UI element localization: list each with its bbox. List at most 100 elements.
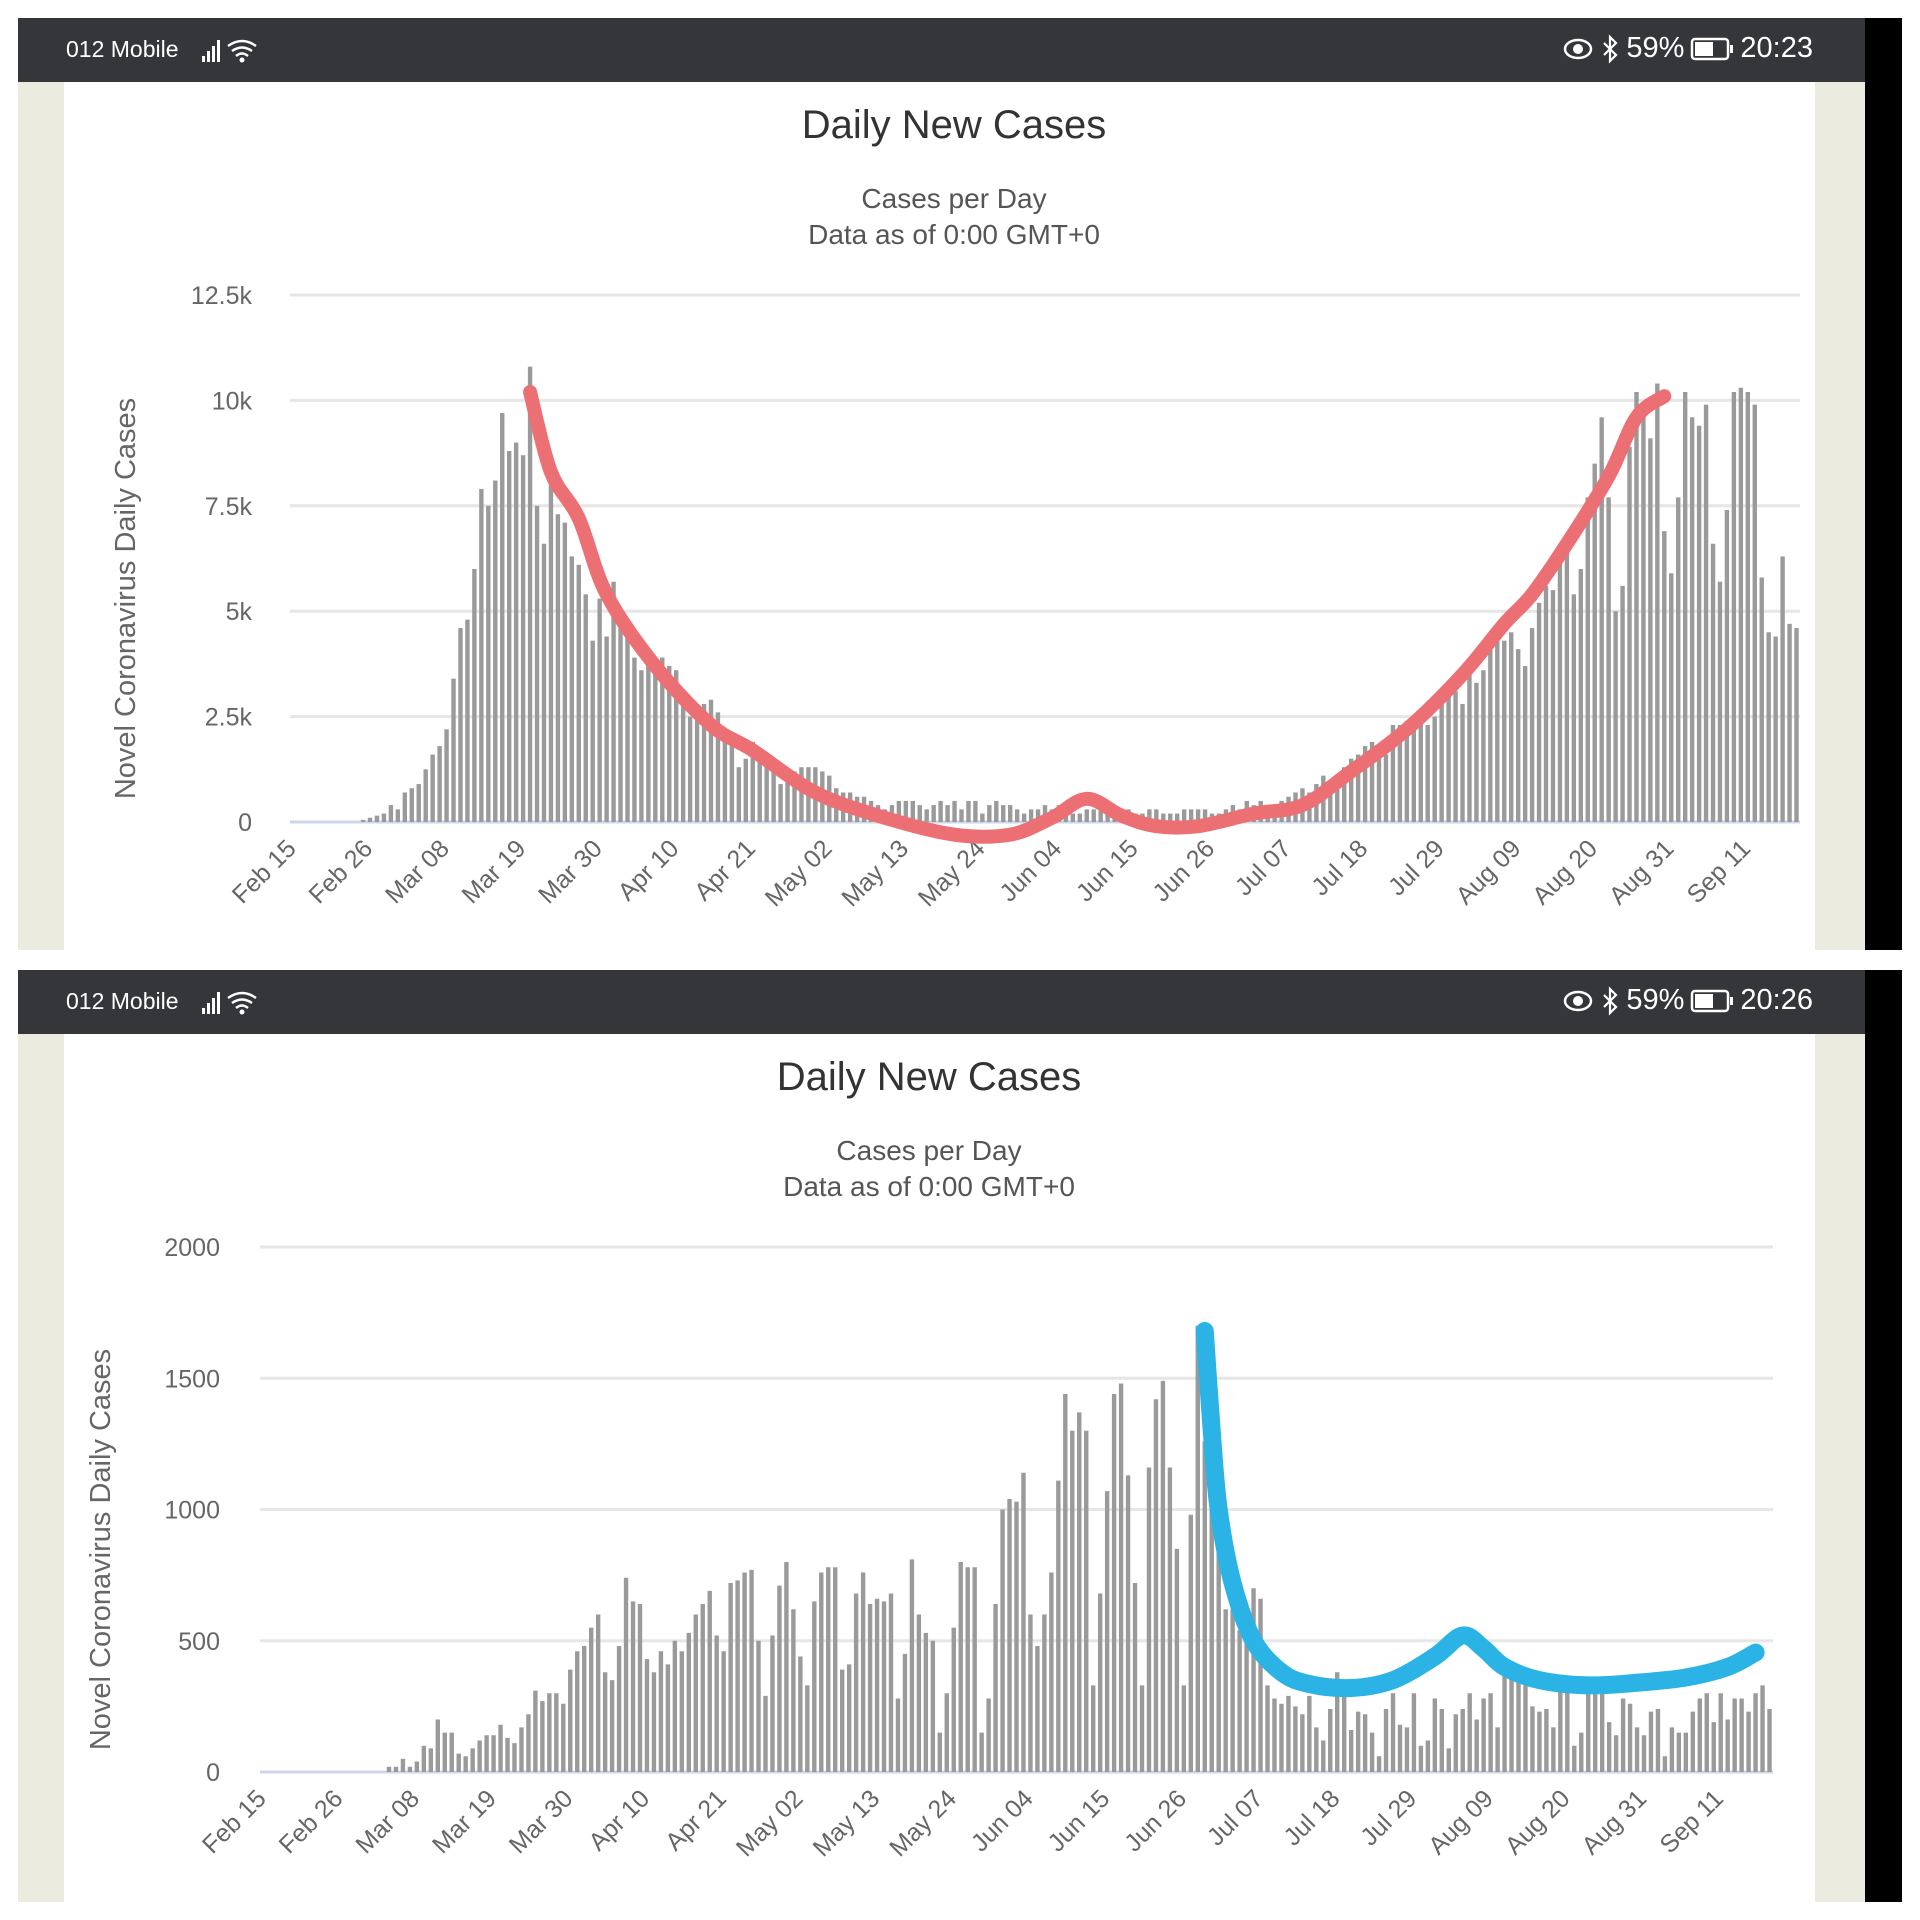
bar	[1474, 1719, 1479, 1772]
y-axis-title: Novel Coronavirus Daily Cases	[85, 1349, 117, 1750]
bar	[1147, 809, 1152, 822]
bar	[1160, 1380, 1166, 1772]
bar	[414, 1761, 420, 1772]
y-tick-label: 0	[206, 1759, 220, 1787]
bar	[1091, 809, 1096, 822]
bar	[805, 1685, 810, 1772]
bar	[1696, 425, 1702, 822]
y-tick-label: 2.5k	[205, 704, 253, 732]
bar	[874, 1598, 880, 1772]
bar	[994, 800, 999, 822]
bar	[1342, 1695, 1347, 1772]
x-tick-label: Sep 11	[1654, 1784, 1729, 1859]
bar	[910, 800, 915, 822]
x-tick-label: Feb 26	[274, 1784, 349, 1859]
bar	[1153, 1399, 1159, 1772]
bar	[1676, 1732, 1682, 1772]
bar	[1460, 703, 1465, 822]
x-tick-label: Mar 19	[457, 834, 532, 909]
bar	[736, 767, 742, 822]
bar	[1362, 746, 1368, 822]
bar	[1063, 1394, 1068, 1772]
x-tick-label: Jul 29	[1355, 1784, 1422, 1851]
chart-1: Daily New Cases Cases per Day Data as of 0…	[110, 103, 1800, 912]
bar	[1495, 636, 1500, 822]
bar	[965, 1567, 970, 1772]
bar	[895, 1698, 901, 1772]
bar	[442, 1732, 447, 1772]
bar	[1001, 805, 1006, 822]
bar	[630, 1601, 636, 1772]
bar	[799, 767, 804, 822]
carrier-name: 012 Mobile	[66, 988, 179, 1014]
bar	[1425, 1740, 1431, 1772]
bar	[1689, 417, 1695, 822]
bar	[826, 1567, 831, 1772]
bar	[1077, 1412, 1082, 1772]
bar	[763, 1695, 768, 1772]
bar	[1383, 1709, 1389, 1772]
bar	[986, 1698, 991, 1772]
bar	[1669, 573, 1674, 822]
bar	[1335, 779, 1340, 822]
bar	[590, 640, 595, 822]
bar	[1759, 577, 1764, 822]
bar	[456, 1753, 461, 1772]
bar	[715, 712, 721, 822]
bar	[1585, 497, 1590, 822]
bar	[896, 800, 902, 822]
bar	[749, 1569, 754, 1772]
bar	[1725, 1719, 1730, 1772]
x-tick-label: May 24	[884, 1784, 962, 1862]
bar	[1620, 585, 1625, 822]
bar	[679, 1651, 685, 1772]
bar	[1565, 1688, 1570, 1772]
bar	[846, 1664, 852, 1772]
bar	[506, 450, 512, 822]
eye-icon	[1564, 990, 1593, 1011]
bar	[792, 771, 797, 822]
bar	[458, 628, 463, 822]
bar	[1369, 1732, 1375, 1772]
x-tick-label: Apr 10	[583, 1784, 655, 1856]
bar	[833, 1567, 838, 1772]
bar	[463, 1756, 468, 1772]
x-tick-label: Aug 09	[1451, 834, 1527, 910]
bar	[381, 813, 387, 822]
bar	[1648, 438, 1653, 822]
bar	[1432, 716, 1437, 822]
bar	[771, 771, 776, 822]
x-tick-label: Sep 11	[1682, 834, 1757, 909]
bar	[1509, 1667, 1514, 1772]
x-tick-label: May 24	[913, 834, 991, 912]
bar	[1460, 1709, 1465, 1772]
bar	[582, 1646, 587, 1772]
chart-title: Daily New Cases	[802, 103, 1107, 147]
bar	[1662, 1756, 1668, 1772]
bar	[449, 1732, 454, 1772]
bar	[554, 1693, 559, 1772]
bar	[1711, 1722, 1716, 1772]
bar	[993, 1604, 998, 1772]
bar	[435, 1719, 440, 1772]
bar	[1794, 628, 1799, 822]
bar	[1355, 1711, 1361, 1772]
bar	[407, 1766, 413, 1772]
y-tick-label: 10k	[212, 387, 253, 415]
bar	[1738, 387, 1744, 822]
bar	[639, 670, 644, 822]
bar	[1139, 1685, 1145, 1772]
x-tick-label: Apr 21	[660, 1784, 732, 1856]
bar	[1732, 1698, 1737, 1772]
bar	[527, 366, 533, 822]
x-tick-label: Jun 26	[1119, 1784, 1192, 1857]
bar	[623, 1577, 629, 1772]
bar	[1132, 1583, 1138, 1772]
bar	[1014, 809, 1020, 822]
bar	[520, 455, 526, 822]
bar	[819, 1572, 824, 1772]
bar	[1286, 1695, 1291, 1772]
bar	[938, 800, 943, 822]
bar	[785, 775, 790, 822]
x-tick-label: Aug 31	[1576, 1784, 1652, 1860]
